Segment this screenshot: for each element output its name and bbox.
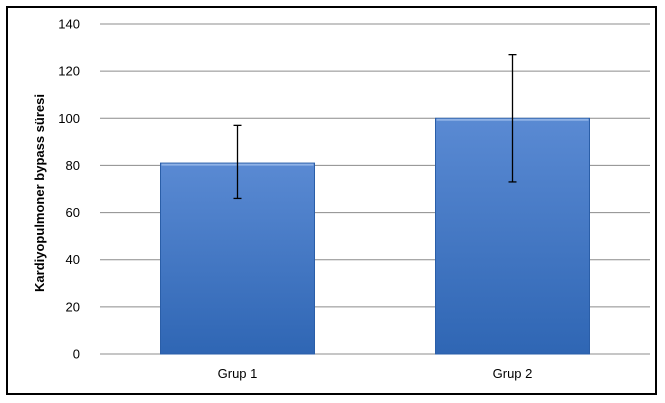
- y-tick-label: 0: [73, 347, 80, 362]
- error-bar-grup-2: [508, 53, 517, 183]
- y-tick-label: 60: [66, 205, 80, 220]
- y-tick-label: 140: [58, 17, 80, 32]
- y-tick-label: 20: [66, 299, 80, 314]
- bars: [160, 117, 590, 355]
- error-bars: [233, 53, 517, 200]
- y-axis-title: Kardiyopulmoner bypass süresi: [32, 94, 47, 292]
- x-axis-tick-labels: Grup 1 Grup 2: [218, 366, 533, 381]
- x-tick-label: Grup 2: [493, 366, 533, 381]
- y-tick-label: 120: [58, 64, 80, 79]
- error-bar-grup-1: [233, 124, 242, 200]
- y-tick-label: 40: [66, 252, 80, 267]
- y-axis-tick-labels: 0 20 40 60 80 100 120 140: [58, 17, 80, 362]
- y-tick-label: 80: [66, 158, 80, 173]
- x-tick-label: Grup 1: [218, 366, 258, 381]
- y-tick-label: 100: [58, 111, 80, 126]
